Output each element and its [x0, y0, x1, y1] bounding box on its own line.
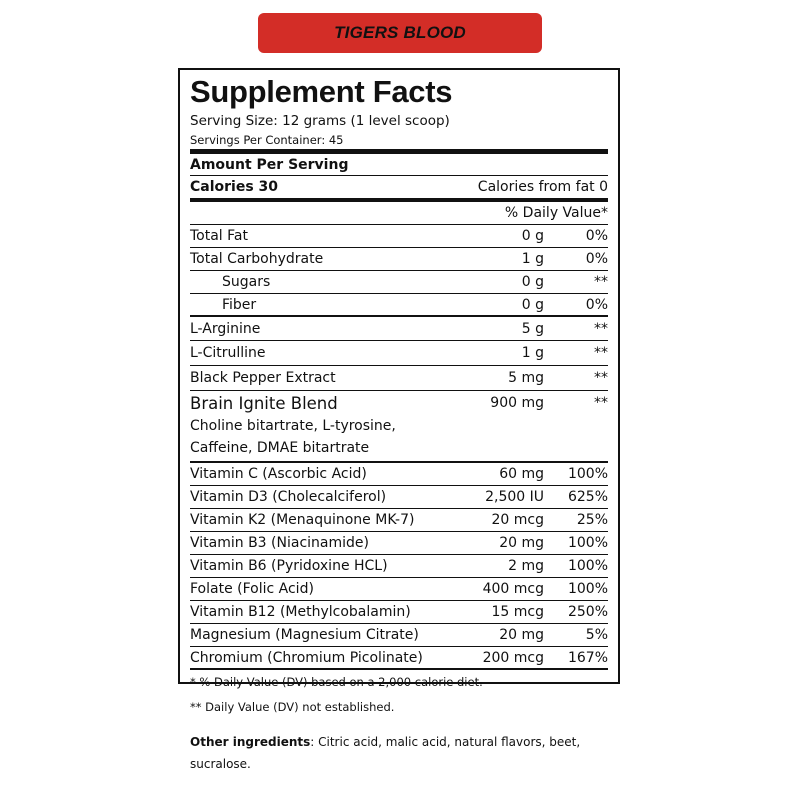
- nutrient-name: Total Carbohydrate: [190, 251, 324, 267]
- vitamin-name: Magnesium (Magnesium Citrate): [190, 627, 419, 643]
- nutrient-dv: **: [594, 345, 608, 361]
- vitamin-row-b3: Vitamin B3 (Niacinamide) 20 mg 100%: [190, 532, 608, 555]
- vitamin-row-magnesium: Magnesium (Magnesium Citrate) 20 mg 5%: [190, 624, 608, 647]
- calories: Calories 30: [190, 179, 279, 195]
- nutrient-name: L-Arginine: [190, 320, 261, 337]
- nutrient-amount: 1 g: [521, 345, 544, 361]
- vitamin-name: Vitamin K2 (Menaquinone MK-7): [190, 512, 415, 528]
- thick-divider: [190, 149, 608, 154]
- blend-ingredients: Choline bitartrate, L-tyrosine, Caffeine…: [190, 415, 608, 463]
- vitamin-row-b6: Vitamin B6 (Pyridoxine HCL) 2 mg 100%: [190, 555, 608, 578]
- vitamin-row-folate: Folate (Folic Acid) 400 mcg 100%: [190, 578, 608, 601]
- nutrient-amount: 5 g: [521, 320, 544, 337]
- vitamin-dv: 100%: [567, 581, 608, 597]
- serving-size: Serving Size: 12 grams (1 level scoop): [190, 113, 450, 129]
- nutrient-dv: 0%: [585, 228, 608, 244]
- nutrient-amount: 0 g: [521, 274, 544, 290]
- facts-title: Supplement Facts: [190, 74, 453, 109]
- vitamin-name: Vitamin D3 (Cholecalciferol): [190, 489, 387, 505]
- vitamin-amount: 20 mcg: [491, 512, 545, 528]
- blend-row: Brain Ignite Blend 900 mg **: [190, 391, 608, 415]
- vitamin-amount: 200 mcg: [482, 649, 544, 666]
- vitamin-dv: 250%: [567, 604, 608, 620]
- vitamin-name: Chromium (Chromium Picolinate): [190, 649, 423, 666]
- blend-dv: **: [594, 395, 608, 411]
- vitamin-dv: 5%: [585, 627, 608, 643]
- blend-ingredients-line-1: Choline bitartrate, L-tyrosine,: [190, 418, 396, 434]
- other-ingredients-text-2: sucralose.: [190, 757, 251, 771]
- nutrient-name: Total Fat: [190, 228, 248, 244]
- calories-row: Calories 30 Calories from fat 0: [190, 176, 608, 199]
- vitamin-dv: 100%: [567, 558, 608, 574]
- vitamin-row-c: Vitamin C (Ascorbic Acid) 60 mg 100%: [190, 463, 608, 486]
- nutrient-row-l-arginine: L-Arginine 5 g **: [190, 317, 608, 341]
- vitamin-dv: 25%: [576, 512, 608, 528]
- vitamin-amount: 400 mcg: [482, 581, 544, 597]
- nutrient-name: Black Pepper Extract: [190, 370, 336, 386]
- vitamin-amount: 2 mg: [508, 558, 544, 574]
- product-name-banner: TIGERS BLOOD: [258, 13, 542, 53]
- other-ingredients-label: Other ingredients: [190, 735, 311, 749]
- nutrient-dv: **: [594, 370, 608, 386]
- vitamin-name: Vitamin B6 (Pyridoxine HCL): [190, 558, 388, 574]
- supplement-facts-panel: Supplement Facts Serving Size: 12 grams …: [178, 68, 620, 714]
- vitamin-amount: 20 mg: [499, 627, 544, 643]
- vitamin-name: Folate (Folic Acid): [190, 581, 314, 597]
- nutrient-dv: **: [594, 274, 608, 290]
- footnote-not-established: ** Daily Value (DV) not established.: [190, 700, 395, 714]
- vitamin-dv: 100%: [567, 535, 608, 551]
- vitamin-name: Vitamin C (Ascorbic Acid): [190, 466, 367, 482]
- vitamin-dv: 625%: [567, 489, 608, 505]
- nutrient-dv: 0%: [585, 251, 608, 267]
- daily-value-header: % Daily Value*: [190, 202, 608, 225]
- nutrient-amount: 0 g: [521, 296, 544, 313]
- vitamin-row-chromium: Chromium (Chromium Picolinate) 200 mcg 1…: [190, 647, 608, 670]
- nutrient-dv: 0%: [585, 296, 608, 313]
- blend-amount: 900 mg: [490, 395, 544, 411]
- nutrient-row-total-carbohydrate: Total Carbohydrate 1 g 0%: [190, 248, 608, 271]
- other-ingredients: Other ingredients: Citric acid, malic ac…: [190, 731, 600, 775]
- nutrient-row-l-citrulline: L-Citrulline 1 g **: [190, 341, 608, 366]
- vitamin-name: Vitamin B3 (Niacinamide): [190, 535, 369, 551]
- vitamin-amount: 2,500 IU: [485, 489, 544, 505]
- nutrient-name: Sugars: [222, 274, 271, 290]
- nutrient-row-sugars: Sugars 0 g **: [190, 271, 608, 294]
- vitamin-name: Vitamin B12 (Methylcobalamin): [190, 604, 411, 620]
- vitamin-amount: 60 mg: [499, 466, 544, 482]
- nutrient-amount: 1 g: [521, 251, 544, 267]
- calories-from-fat: Calories from fat 0: [477, 179, 608, 195]
- nutrient-row-black-pepper-extract: Black Pepper Extract 5 mg **: [190, 366, 608, 391]
- vitamin-dv: 167%: [567, 649, 608, 666]
- vitamin-amount: 15 mcg: [491, 604, 545, 620]
- blend-ingredients-line-2: Caffeine, DMAE bitartrate: [190, 440, 370, 456]
- blend-name: Brain Ignite Blend: [190, 393, 338, 413]
- vitamin-dv: 100%: [567, 466, 608, 482]
- other-ingredients-text: : Citric acid, malic acid, natural flavo…: [310, 735, 581, 749]
- nutrient-row-total-fat: Total Fat 0 g 0%: [190, 225, 608, 248]
- vitamin-row-b12: Vitamin B12 (Methylcobalamin) 15 mcg 250…: [190, 601, 608, 624]
- nutrient-amount: 5 mg: [508, 370, 544, 386]
- vitamin-row-d3: Vitamin D3 (Cholecalciferol) 2,500 IU 62…: [190, 486, 608, 509]
- product-name: TIGERS BLOOD: [334, 23, 466, 42]
- amount-per-serving: Amount Per Serving: [190, 154, 608, 176]
- nutrient-row-fiber: Fiber 0 g 0%: [190, 294, 608, 317]
- servings-per-container: Servings Per Container: 45: [190, 133, 344, 147]
- nutrient-name: L-Citrulline: [190, 345, 266, 361]
- nutrient-name: Fiber: [222, 296, 257, 313]
- nutrient-amount: 0 g: [521, 228, 544, 244]
- medium-divider: [190, 199, 608, 202]
- footnote-daily-value: * % Daily Value (DV) based on a 2,000 ca…: [190, 675, 483, 689]
- nutrient-dv: **: [594, 320, 608, 337]
- vitamin-amount: 20 mg: [499, 535, 544, 551]
- vitamin-row-k2: Vitamin K2 (Menaquinone MK-7) 20 mcg 25%: [190, 509, 608, 532]
